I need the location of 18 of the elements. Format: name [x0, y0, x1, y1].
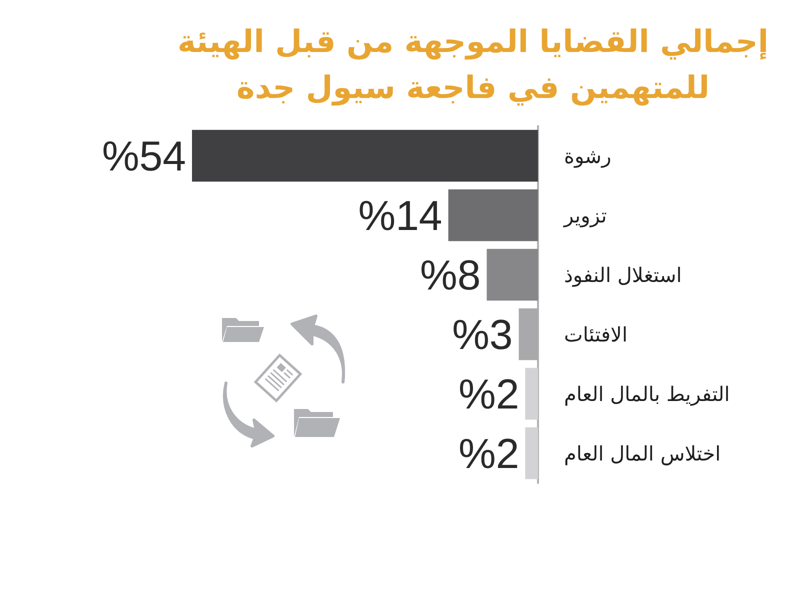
- y-tick-label: اختلاس المال العام: [564, 441, 721, 466]
- data-label: %14: [358, 192, 442, 239]
- bar: [192, 130, 538, 182]
- data-label: %2: [458, 430, 520, 477]
- y-tick-label: تزوير: [563, 203, 607, 228]
- bar: [448, 189, 538, 242]
- y-tick-label: رشوة: [564, 144, 612, 168]
- y-tick-label: الافتئات: [564, 322, 628, 346]
- data-label: %2: [458, 370, 520, 418]
- y-tick-label: التفريط بالمال العام: [564, 382, 730, 406]
- chart-title: إجمالي القضايا الموجهة من قبل الهيئة للمتهمين في فاجعة سيول جدة: [177, 24, 769, 106]
- y-tick-label: استغلال النفوذ: [564, 262, 682, 287]
- bar: [486, 248, 538, 301]
- data-label: %8: [420, 251, 481, 298]
- data-label: %3: [452, 310, 513, 358]
- bar: [525, 368, 538, 420]
- data-label: %54: [102, 132, 186, 180]
- bar: [525, 427, 538, 480]
